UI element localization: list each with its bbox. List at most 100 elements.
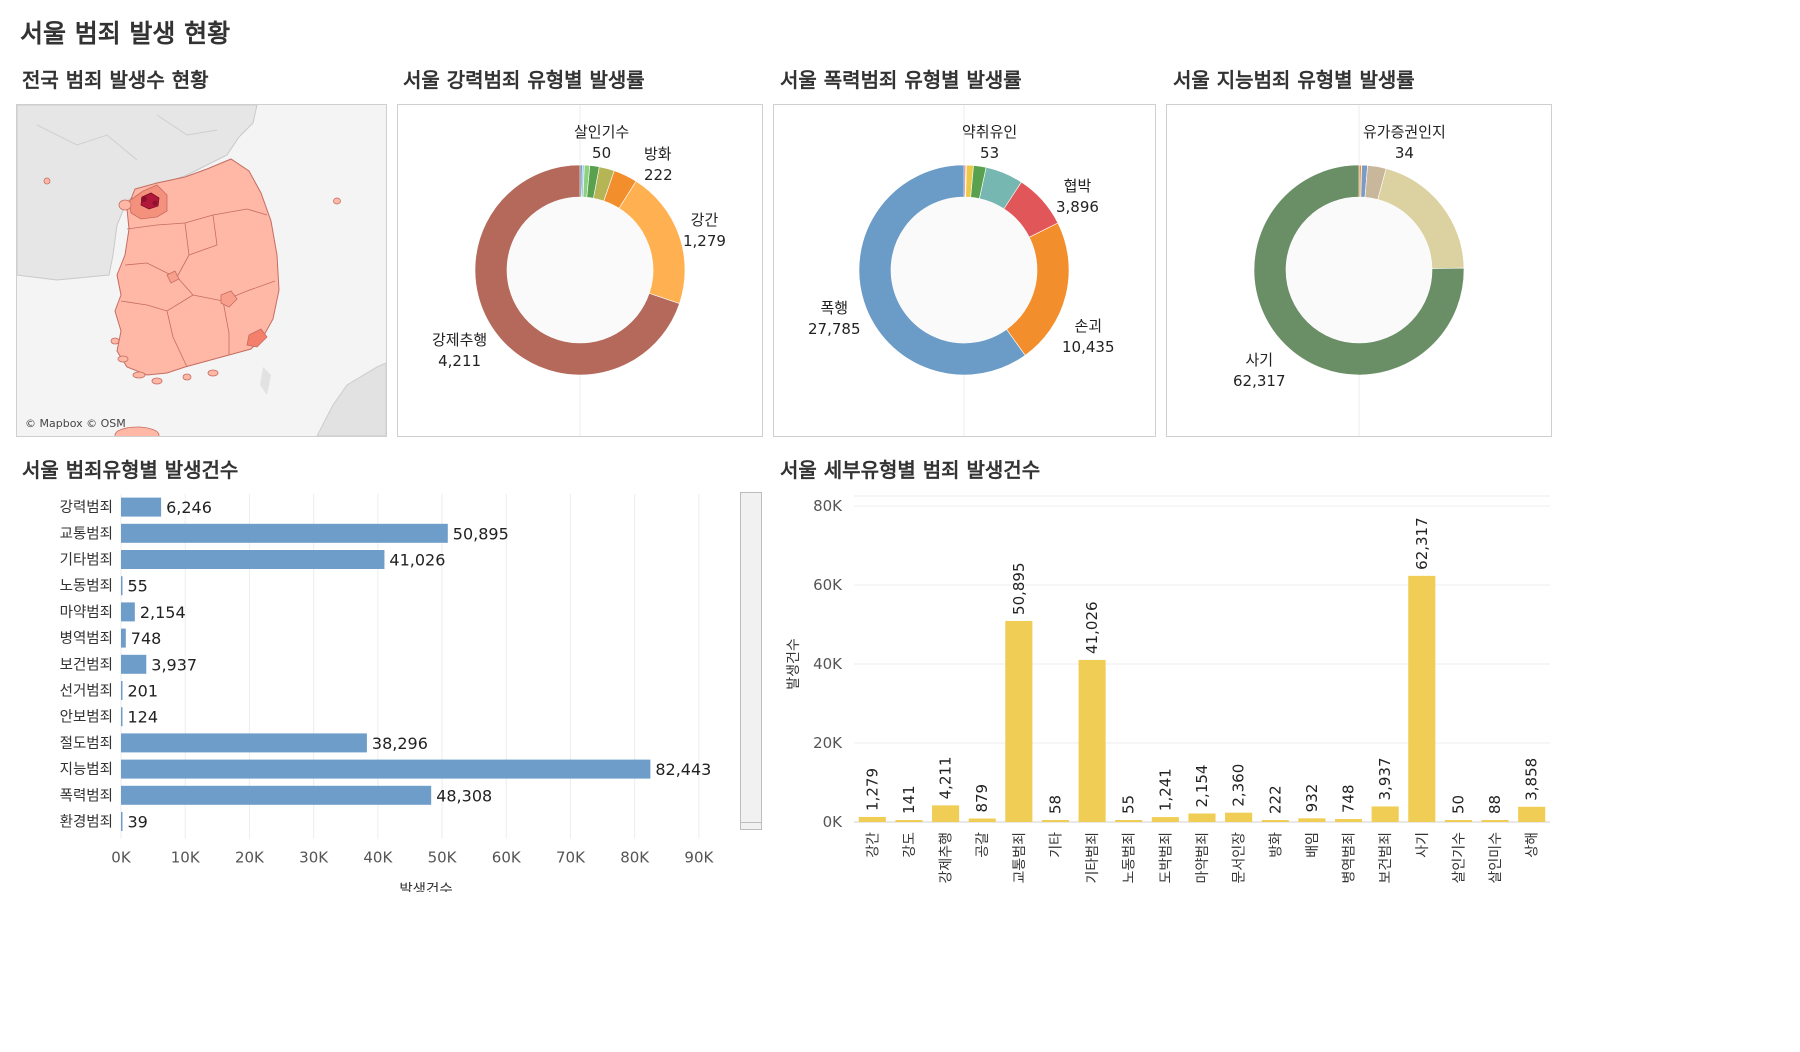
donut-label-ganggan-name: 강간 xyxy=(690,211,719,229)
vbar-bar[interactable] xyxy=(1261,820,1289,822)
hbar-category-label: 노동범죄 xyxy=(60,578,113,595)
hbar-x-tick-label: 0K xyxy=(111,849,132,867)
hbar-bar[interactable] xyxy=(121,602,135,622)
donut-label-yuga-value: 34 xyxy=(1394,144,1414,162)
hbar-x-tick-label: 90K xyxy=(684,849,714,867)
donut-label-hyeopbak-name: 협박 xyxy=(1063,177,1092,195)
donut-label-gangje-name: 강제추행 xyxy=(432,331,488,349)
donut-label-salin-name: 살인기수 xyxy=(574,123,630,141)
hbar-value-label: 6,246 xyxy=(166,498,212,517)
vbar-value-label: 41,026 xyxy=(1083,601,1101,654)
hbar-bar[interactable] xyxy=(121,576,123,596)
vbar-bar[interactable] xyxy=(932,805,960,822)
vbar-category-label: 기타범죄 xyxy=(1085,832,1101,884)
donut-label-yakchwi: 약취유인 53 xyxy=(962,121,1017,162)
donut-panel-intellectual[interactable]: 유가증권인지 34 사기 62,317 xyxy=(1166,104,1552,437)
vbar-bar[interactable] xyxy=(1188,813,1216,822)
korea-map-panel[interactable]: © Mapbox © OSM xyxy=(16,104,387,437)
donut-label-banghwa: 방화 222 xyxy=(644,143,673,184)
vbar-bar[interactable] xyxy=(1115,820,1143,822)
vbar-value-label: 2,360 xyxy=(1230,764,1248,807)
hbar-scrollbar-thumb[interactable] xyxy=(741,822,761,829)
donut-hole xyxy=(1286,197,1432,343)
vbar-bar[interactable] xyxy=(895,820,923,822)
hbar-x-tick-label: 40K xyxy=(363,849,393,867)
vbar-value-label: 879 xyxy=(973,784,991,813)
hbar-category-label: 지능범죄 xyxy=(60,761,113,778)
vbar-bar[interactable] xyxy=(1518,806,1546,822)
hbar-category-label: 기타범죄 xyxy=(60,552,113,569)
hbar-value-label: 201 xyxy=(128,682,159,701)
korea-map[interactable] xyxy=(17,105,386,436)
hbar-x-tick-label: 50K xyxy=(428,849,458,867)
vbar-value-label: 50,895 xyxy=(1010,562,1028,615)
vbar-bar[interactable] xyxy=(1005,620,1033,822)
hbar-bar[interactable] xyxy=(121,550,385,569)
donut-label-ganggan-value: 1,279 xyxy=(683,232,726,250)
donut-slice[interactable] xyxy=(1253,164,1465,376)
donut-label-banghwa-value: 222 xyxy=(644,166,673,184)
hbar-bar[interactable] xyxy=(121,681,123,700)
donut-label-yakchwi-name: 약취유인 xyxy=(962,123,1018,141)
donut-label-sagi: 사기 62,317 xyxy=(1233,349,1286,390)
vbar-category-label: 도박범죄 xyxy=(1158,832,1174,884)
donut-label-songoe-name: 손괴 xyxy=(1074,317,1103,335)
vbar-category-label: 마약범죄 xyxy=(1195,832,1211,884)
hbar-category-label: 교통범죄 xyxy=(60,525,113,542)
vbar-bar[interactable] xyxy=(1444,820,1472,822)
hbar-bar[interactable] xyxy=(121,523,448,543)
donut-chart-intellectual[interactable] xyxy=(1167,105,1551,436)
hbar-bar[interactable] xyxy=(121,497,162,517)
vbar-bar[interactable] xyxy=(1371,806,1399,822)
donut-label-gangje-value: 4,211 xyxy=(438,352,482,370)
vbar-category-label: 상해 xyxy=(1525,832,1541,858)
vbar-bar[interactable] xyxy=(1334,819,1363,822)
vbar-category-label: 살인기수 xyxy=(1451,832,1467,884)
vbar-bar[interactable] xyxy=(968,818,996,822)
daejeon-region xyxy=(166,270,180,284)
vbar-y-tick-label: 60K xyxy=(813,576,843,594)
vbar-value-label: 58 xyxy=(1046,795,1064,814)
donut-chart-assault[interactable] xyxy=(774,105,1155,436)
hbar-bar[interactable] xyxy=(121,707,123,727)
hbar-chart[interactable]: 0K 10K 20K 30K 40K 50K 60K 70K 80K 90K 강력범죄 6,246 교통… xyxy=(16,488,736,892)
donut-label-pokhaeng: 폭행 27,785 xyxy=(808,297,861,338)
vbar-bar[interactable] xyxy=(1225,812,1253,822)
hbar-bar[interactable] xyxy=(121,812,123,831)
vbar-bar[interactable] xyxy=(1481,820,1509,822)
vbar-value-label: 4,211 xyxy=(937,756,955,799)
donut-label-gangje: 강제추행 4,211 xyxy=(432,329,487,370)
donut-panel-violent[interactable]: 살인기수 50 방화 222 강간 1,279 강제추행 4,211 xyxy=(397,104,763,437)
vbar-category-label: 보건범죄 xyxy=(1378,832,1394,884)
donut-intellectual-title: 서울 지능범죄 유형별 발생률 xyxy=(1173,68,1415,92)
donut-label-yakchwi-value: 53 xyxy=(980,144,1000,162)
vbar-category-label: 강제추행 xyxy=(939,832,955,884)
donut-label-pokhaeng-value: 27,785 xyxy=(808,320,861,338)
vbar-category-label: 문서인장 xyxy=(1232,832,1248,884)
hbar-value-label: 82,443 xyxy=(655,760,711,779)
vbar-value-label: 3,937 xyxy=(1376,757,1394,800)
donut-panel-assault[interactable]: 약취유인 53 협박 3,896 손괴 10,435 폭행 27,785 xyxy=(773,104,1156,437)
hbar-bar[interactable] xyxy=(121,628,126,648)
ulleung-island xyxy=(333,197,341,205)
vbar-bar[interactable] xyxy=(1408,575,1436,822)
daegu-region xyxy=(220,290,238,308)
vbar-bar[interactable] xyxy=(1078,659,1106,822)
vbar-bar[interactable] xyxy=(1041,820,1070,822)
hbar-bar[interactable] xyxy=(121,785,432,805)
hbar-bar[interactable] xyxy=(121,759,651,779)
vbar-category-label: 사기 xyxy=(1415,832,1431,858)
hbar-x-tick-label: 30K xyxy=(299,849,329,867)
vbar-y-tick-label: 40K xyxy=(813,655,843,673)
vbar-bar[interactable] xyxy=(858,816,886,822)
vbar-chart[interactable]: 0K 20K 40K 60K 80K 발생건수 1,279 강간 141 강도 4,211 강제추행 8… xyxy=(776,488,1556,892)
donut-chart-violent[interactable] xyxy=(398,105,762,436)
hbar-value-label: 38,296 xyxy=(372,734,428,753)
vbar-bar[interactable] xyxy=(1298,818,1326,822)
vbar-bar[interactable] xyxy=(1151,817,1179,822)
hbar-chart-title: 서울 범죄유형별 발생건수 xyxy=(22,458,239,482)
hbar-scrollbar[interactable] xyxy=(740,492,762,830)
hbar-bar[interactable] xyxy=(121,654,147,674)
vbar-value-label: 55 xyxy=(1120,795,1138,814)
hbar-bar[interactable] xyxy=(121,733,367,753)
